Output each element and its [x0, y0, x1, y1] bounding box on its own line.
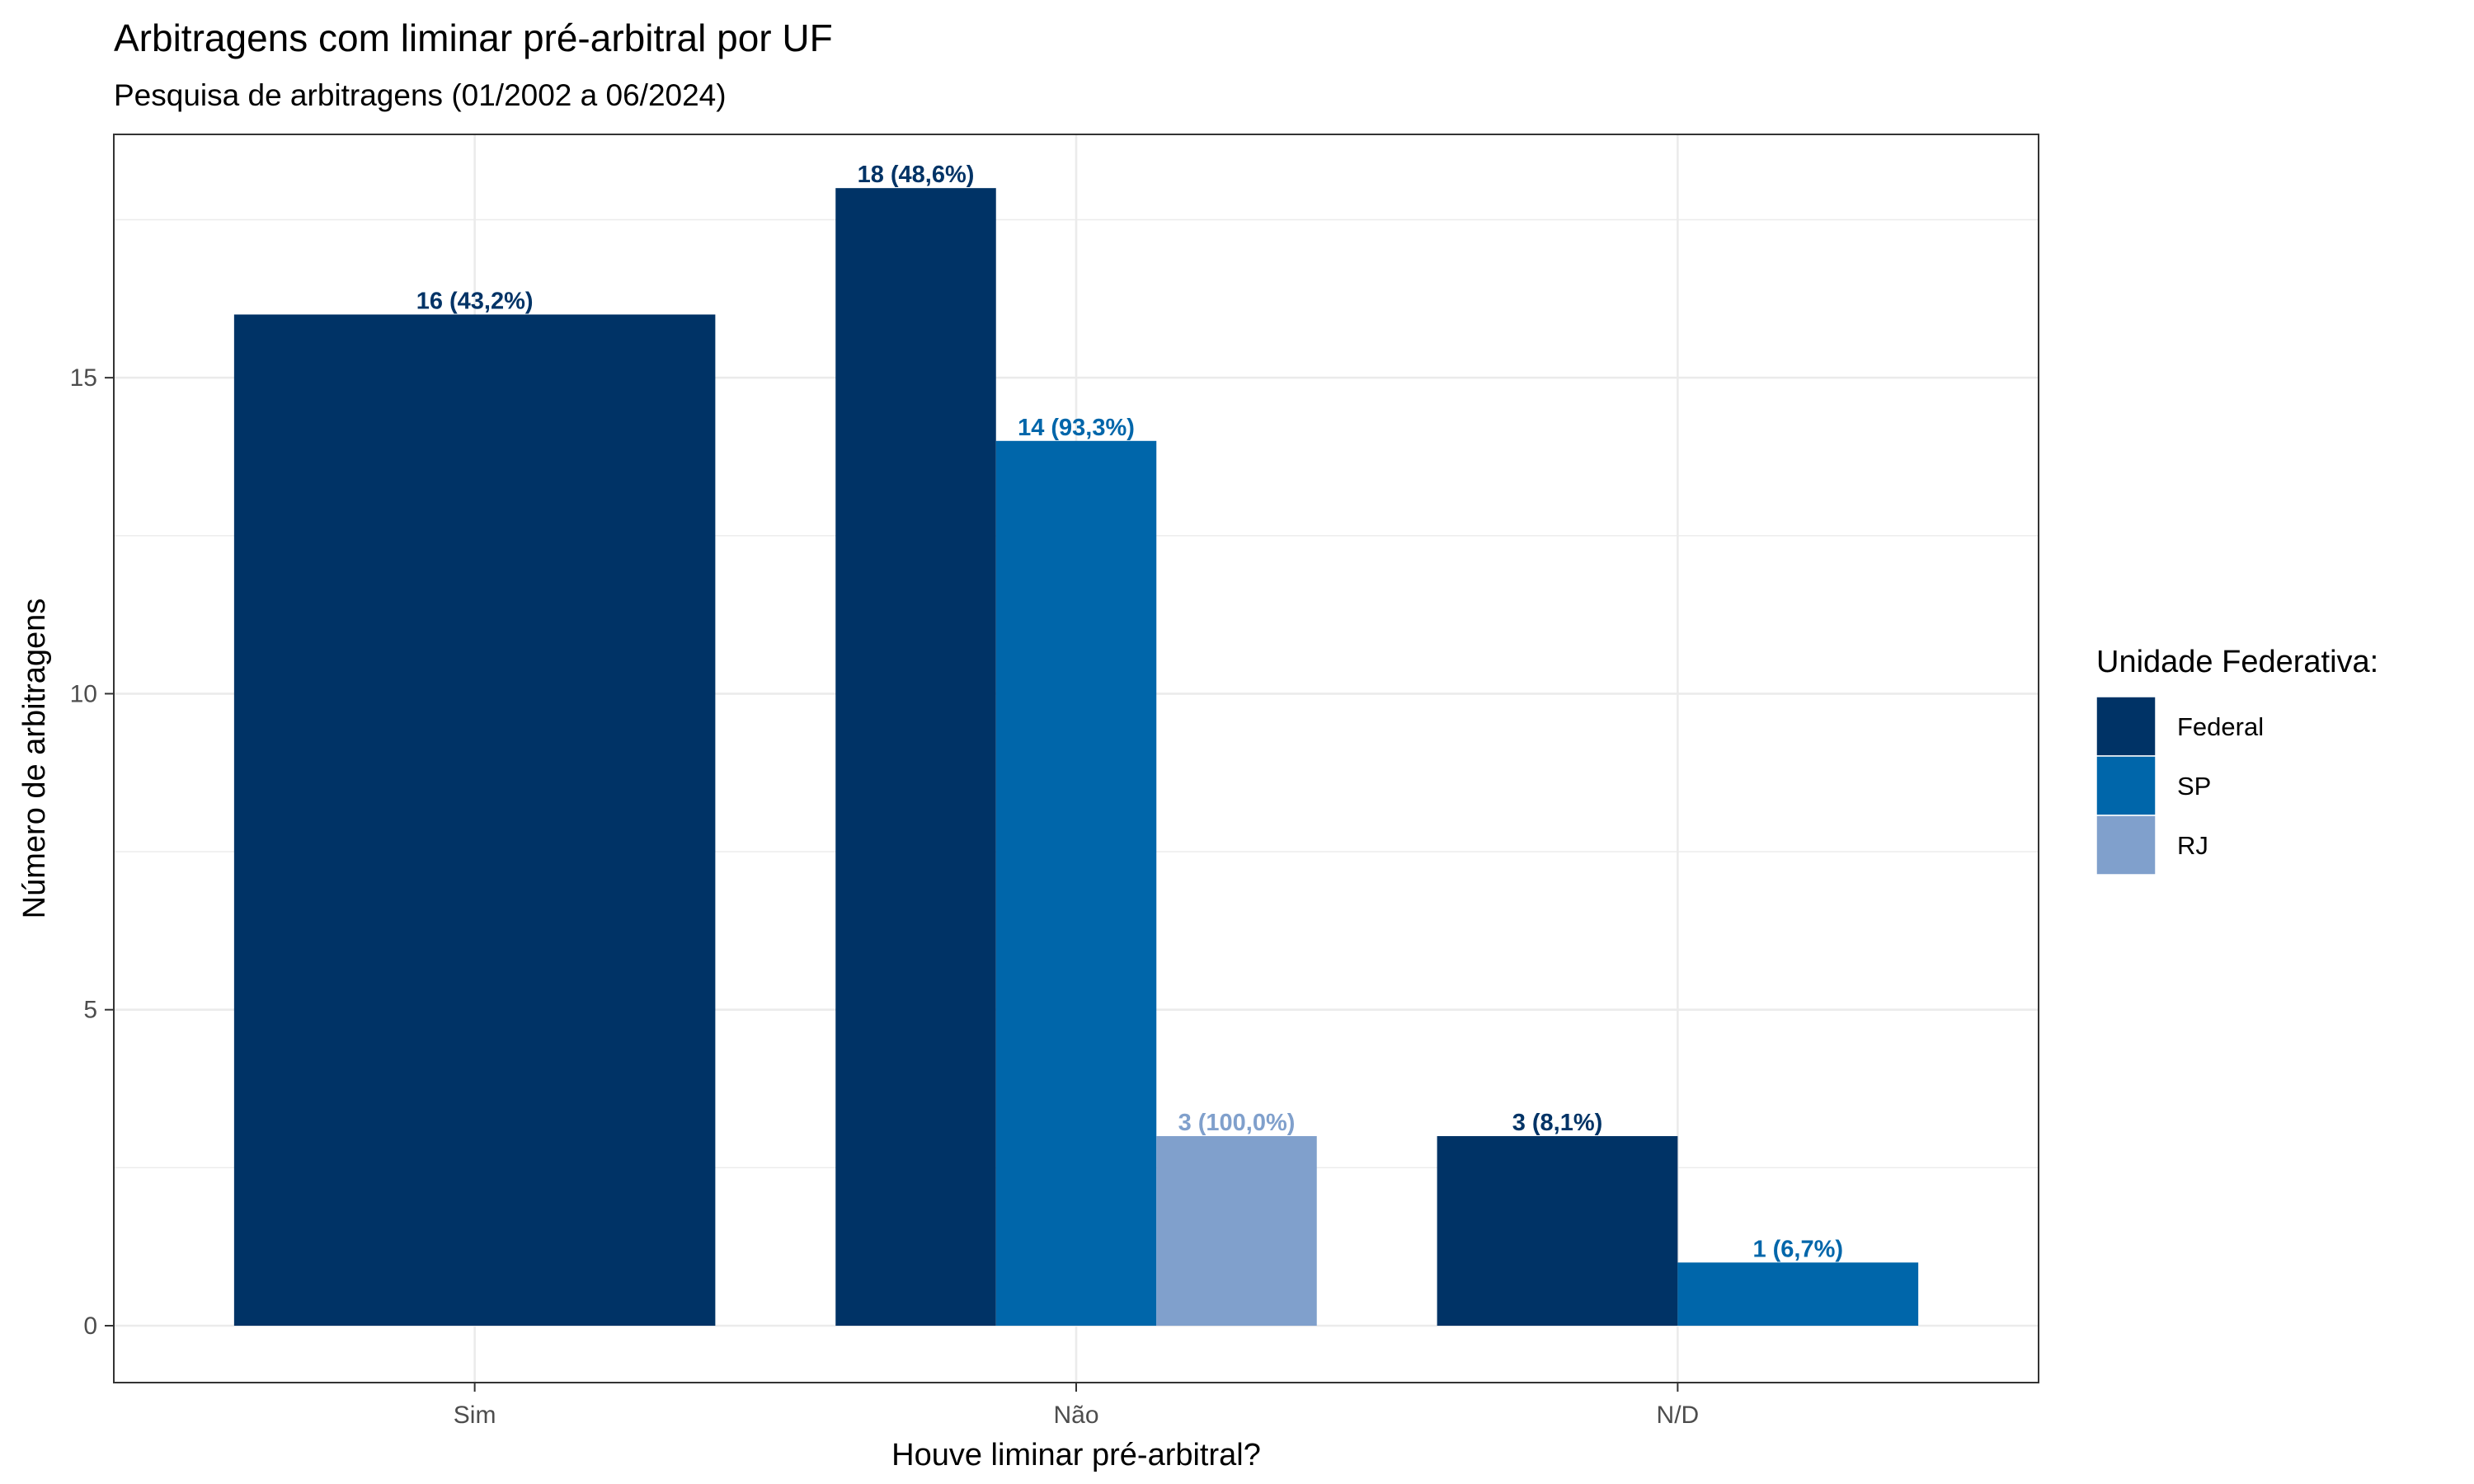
bar-no-federal — [835, 188, 996, 1327]
y-tick-label: 15 — [70, 364, 97, 392]
bar-nd-federal — [1437, 1136, 1678, 1327]
y-tick-label: 0 — [83, 1313, 97, 1340]
legend-label-federal: Federal — [2177, 712, 2264, 741]
x-tick-label: N/D — [1657, 1402, 1700, 1429]
legend-label-sp: SP — [2177, 772, 2211, 801]
legend-swatch-federal — [2095, 696, 2157, 757]
bar-value-label: 3 (100,0%) — [1178, 1110, 1296, 1136]
legend-items: Federal SP RJ — [2095, 696, 2264, 876]
y-axis: 0 5 10 15 — [70, 364, 114, 1340]
legend-label-rj: RJ — [2177, 831, 2208, 860]
legend-swatch-rj — [2095, 815, 2157, 876]
y-tick-label: 5 — [83, 997, 97, 1024]
x-axis: Sim Não N/D — [454, 1383, 1699, 1429]
bar-value-label: 1 (6,7%) — [1752, 1236, 1843, 1262]
bar-value-label: 3 (8,1%) — [1512, 1110, 1603, 1136]
chart-subtitle: Pesquisa de arbitragens (01/2002 a 06/20… — [114, 78, 727, 112]
legend: Unidade Federativa: Federal SP RJ — [2095, 645, 2378, 876]
legend-swatch-sp — [2095, 755, 2157, 816]
x-tick-label: Sim — [454, 1402, 496, 1429]
bar-nd-sp — [1677, 1262, 1919, 1327]
bar-sim-federal — [233, 314, 716, 1327]
bar-value-label: 16 (43,2%) — [416, 288, 534, 314]
bar-value-label: 14 (93,3%) — [1018, 415, 1135, 441]
x-axis-title: Houve liminar pré-arbitral? — [891, 1438, 1261, 1472]
bar-value-label: 18 (48,6%) — [858, 162, 975, 188]
chart-title: Arbitragens com liminar pré-arbitral por… — [114, 16, 833, 59]
bar-labels: 16 (43,2%) 18 (48,6%) 14 (93,3%) 3 (100,0%)… — [416, 162, 1843, 1262]
bars — [233, 188, 1919, 1327]
bar-no-rj — [1156, 1136, 1317, 1327]
legend-title: Unidade Federativa: — [2096, 645, 2378, 679]
x-tick-label: Não — [1053, 1402, 1098, 1429]
bar-no-sp — [995, 440, 1157, 1327]
y-tick-label: 10 — [70, 680, 97, 707]
y-axis-title: Número de arbitragens — [17, 599, 52, 919]
